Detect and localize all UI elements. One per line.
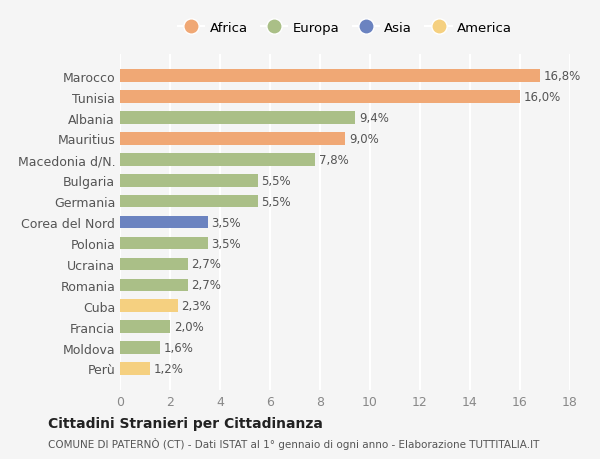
Bar bbox=[120, 133, 345, 146]
Legend: Africa, Europa, Asia, America: Africa, Europa, Asia, America bbox=[174, 18, 516, 39]
Text: 2,3%: 2,3% bbox=[181, 300, 211, 313]
Bar bbox=[120, 363, 150, 375]
Text: 3,5%: 3,5% bbox=[211, 237, 241, 250]
Text: COMUNE DI PATERNÒ (CT) - Dati ISTAT al 1° gennaio di ogni anno - Elaborazione TU: COMUNE DI PATERNÒ (CT) - Dati ISTAT al 1… bbox=[48, 437, 539, 449]
Bar bbox=[120, 70, 540, 83]
Bar bbox=[120, 341, 160, 354]
Text: 16,0%: 16,0% bbox=[524, 91, 561, 104]
Text: 1,6%: 1,6% bbox=[164, 341, 194, 354]
Bar bbox=[120, 321, 170, 333]
Text: 9,4%: 9,4% bbox=[359, 112, 389, 125]
Bar bbox=[120, 196, 257, 208]
Text: 5,5%: 5,5% bbox=[261, 174, 291, 187]
Bar bbox=[120, 174, 257, 187]
Text: 1,2%: 1,2% bbox=[154, 362, 184, 375]
Text: 2,0%: 2,0% bbox=[174, 320, 203, 333]
Text: 2,7%: 2,7% bbox=[191, 258, 221, 271]
Bar bbox=[120, 91, 520, 104]
Text: 9,0%: 9,0% bbox=[349, 133, 379, 146]
Text: Cittadini Stranieri per Cittadinanza: Cittadini Stranieri per Cittadinanza bbox=[48, 416, 323, 430]
Bar bbox=[120, 279, 187, 291]
Bar bbox=[120, 258, 187, 271]
Bar bbox=[120, 300, 178, 312]
Bar bbox=[120, 216, 208, 229]
Bar bbox=[120, 237, 208, 250]
Text: 2,7%: 2,7% bbox=[191, 279, 221, 291]
Text: 16,8%: 16,8% bbox=[544, 70, 581, 83]
Text: 5,5%: 5,5% bbox=[261, 195, 291, 208]
Bar bbox=[120, 154, 315, 166]
Bar bbox=[120, 112, 355, 124]
Text: 7,8%: 7,8% bbox=[319, 154, 349, 167]
Text: 3,5%: 3,5% bbox=[211, 216, 241, 229]
